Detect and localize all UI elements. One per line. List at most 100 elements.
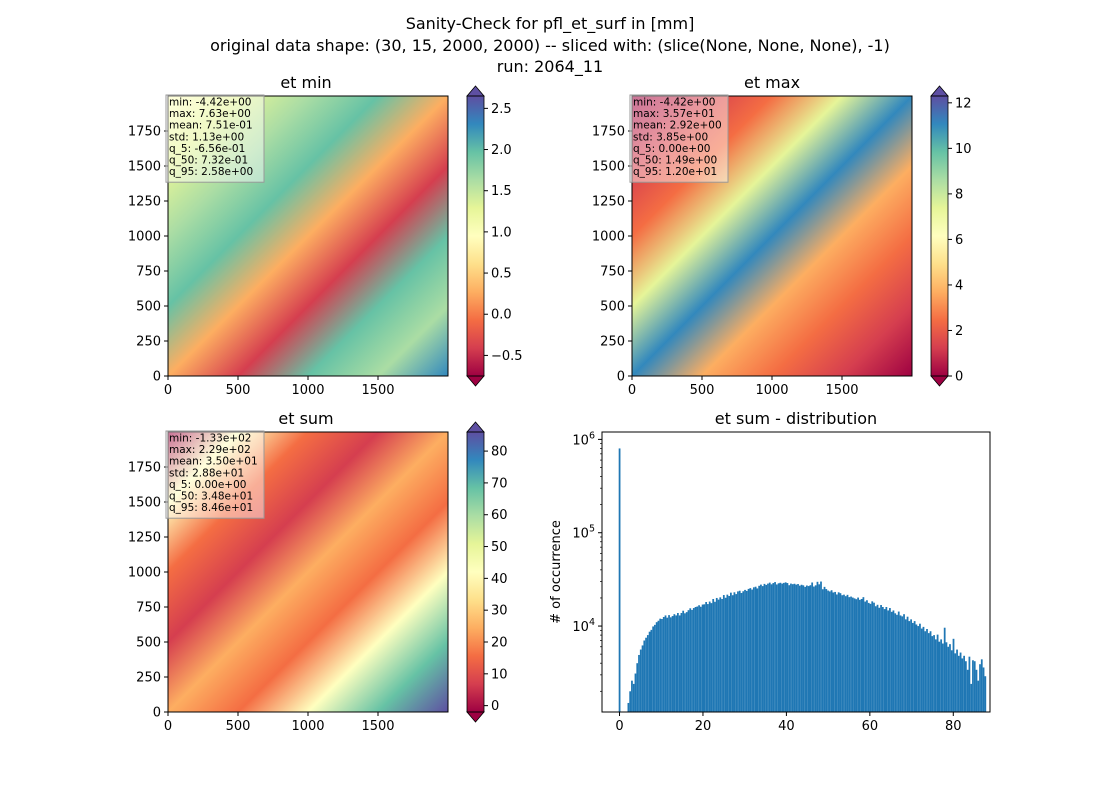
- histogram-bar: [786, 583, 789, 712]
- xtick-label: 1000: [755, 383, 788, 398]
- histogram-bar: [896, 614, 898, 712]
- histogram-bar: [678, 615, 681, 712]
- histogram-bar: [828, 591, 831, 712]
- histogram-bar: [652, 626, 655, 712]
- colorbar-tick-label: −0.5: [491, 349, 523, 364]
- figure-title-line-1: Sanity-Check for pfl_et_surf in [mm]: [406, 14, 695, 34]
- histogram-bar: [825, 589, 828, 712]
- histogram-bar: [878, 607, 881, 712]
- histogram-bar: [820, 581, 822, 712]
- ytick-label: 1500: [592, 160, 625, 175]
- histogram-bar: [671, 616, 674, 712]
- et-max-stats-background: [629, 94, 729, 183]
- histogram-bar: [791, 584, 794, 712]
- histogram-bar: [977, 680, 980, 712]
- histogram-ylabel: # of occurrence: [549, 520, 564, 624]
- stats-line: q_5: -6.56e-01: [169, 143, 245, 155]
- histogram-bar: [788, 585, 791, 712]
- histogram-bar: [980, 659, 983, 712]
- et-sum-stats-background: [165, 430, 265, 519]
- histogram-bar: [784, 582, 787, 712]
- histogram-bar: [880, 605, 882, 712]
- et-sum-heatmap: [168, 432, 448, 712]
- histogram-bar: [659, 618, 662, 712]
- histogram-bar: [698, 605, 700, 712]
- histogram-bar: [911, 622, 914, 712]
- histogram-bar: [680, 613, 683, 712]
- histogram-bar: [836, 594, 838, 712]
- histogram-bar: [874, 606, 877, 712]
- histogram-bar: [726, 594, 729, 712]
- histogram-bar: [867, 602, 870, 712]
- histogram-bar: [696, 606, 699, 712]
- histogram-bar: [758, 585, 761, 712]
- histogram-bar: [795, 584, 798, 712]
- histogram-bar: [929, 631, 932, 712]
- histogram-bar: [783, 582, 785, 712]
- colorbar-tick-label: 20: [491, 636, 508, 651]
- histogram-bar: [860, 598, 863, 712]
- histogram-bar: [710, 603, 713, 712]
- histogram-bar: [973, 661, 976, 712]
- ytick-label: 250: [600, 335, 625, 350]
- histogram-bar: [850, 596, 852, 712]
- histogram-bar: [752, 587, 755, 712]
- histogram-bar: [956, 649, 958, 712]
- figure-title-line-2: original data shape: (30, 15, 2000, 2000…: [210, 36, 890, 55]
- histogram-bar: [855, 599, 858, 712]
- histogram-bar: [669, 617, 672, 712]
- histogram-bar: [866, 600, 868, 712]
- et-sum-title: et sum: [278, 409, 333, 428]
- colorbar-tick-label: 10: [491, 667, 508, 682]
- histogram-bar: [751, 589, 753, 712]
- histogram-bar: [816, 581, 819, 712]
- histogram-bar: [768, 582, 771, 712]
- histogram-bar: [954, 653, 957, 712]
- histogram-bar: [802, 585, 805, 712]
- histogram-bar: [843, 594, 845, 712]
- colorbar-tick-label: 1.0: [491, 225, 512, 240]
- histogram-bar: [805, 585, 808, 712]
- histogram-xtick-label: 0: [615, 719, 623, 734]
- ytick-label: 500: [600, 300, 625, 315]
- colorbar-tick-label: 8: [955, 187, 963, 202]
- stats-line: q_5: 0.00e+00: [633, 143, 710, 155]
- histogram-bar: [807, 586, 810, 712]
- histogram-bar: [770, 584, 773, 712]
- histogram-bar: [779, 582, 782, 712]
- stats-line: std: 3.85e+00: [633, 131, 708, 143]
- histogram-bar: [899, 615, 902, 712]
- histogram-bar: [668, 615, 670, 712]
- histogram-bar: [811, 582, 814, 712]
- histogram-bar: [919, 623, 921, 712]
- xtick-label: 500: [226, 383, 251, 398]
- et-sum-axis-ticks: 0 500 1000 1500 0 250 500 750 1000 1250 1500 1750: [128, 461, 395, 735]
- ytick-label: 1500: [128, 496, 161, 511]
- et-min-panel: et min 0 500 1000 1500 0 250 500 750 1000 1250 150…: [128, 73, 523, 398]
- et-min-axis-ticks: 0 500 1000 1500 0 250 500 750 1000 1250 1500 1750: [128, 125, 395, 399]
- ytick-label: 750: [136, 601, 161, 616]
- histogram-bar: [851, 597, 854, 712]
- histogram-bar: [961, 658, 964, 712]
- histogram-bars: [618, 448, 987, 712]
- ytick-label: 0: [617, 370, 625, 385]
- histogram-bar: [636, 663, 639, 712]
- histogram-bar: [691, 609, 693, 712]
- histogram-bar: [646, 635, 649, 712]
- histogram-bar: [648, 631, 651, 712]
- histogram-bar: [684, 613, 686, 712]
- histogram-bar: [717, 599, 720, 712]
- histogram-bar: [876, 604, 879, 712]
- et-min-colorbar-frame: [466, 95, 485, 377]
- et-min-stats-background: [165, 94, 265, 183]
- histogram-bar: [936, 634, 939, 712]
- histogram-bar: [676, 613, 679, 712]
- stats-line: q_95: 8.46e+01: [169, 502, 253, 514]
- stats-line: std: 2.88e+01: [169, 467, 244, 479]
- colorbar-tick-label: 12: [955, 96, 972, 111]
- histogram-bar: [975, 669, 978, 712]
- histogram-bar: [915, 624, 918, 712]
- histogram-bar: [931, 636, 934, 712]
- histogram-bar: [763, 583, 766, 712]
